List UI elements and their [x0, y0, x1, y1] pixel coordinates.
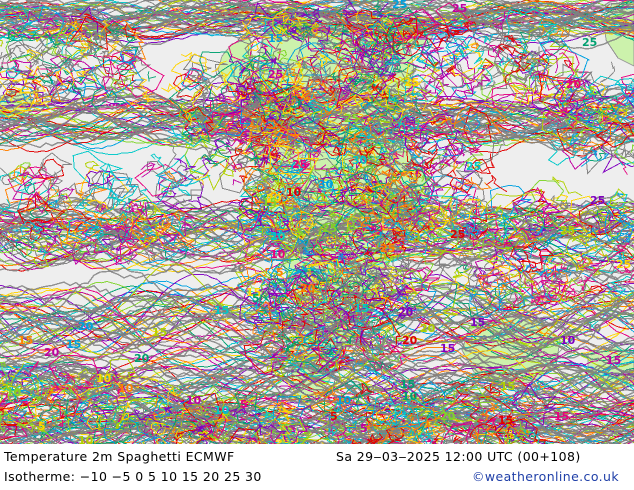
contour-label: 10: [78, 434, 94, 444]
spaghetti-contour-map[interactable]: 2525252525252525252525252525252520202020…: [0, 0, 634, 444]
contour-label: 10: [270, 248, 286, 261]
contour-label: 15: [500, 380, 515, 393]
contour-label: 20: [398, 306, 414, 319]
ensemble-contour-lines: [0, 0, 634, 444]
contour-label: 15: [606, 354, 621, 367]
contour-label: 20: [230, 262, 246, 275]
map-panel[interactable]: 25 25 25 25 25 25 25 25 25 25 25 25 25 25 25 25 20 20 20 20…: [0, 0, 634, 444]
contour-label: 25: [322, 222, 337, 235]
contour-label: 10: [96, 372, 112, 385]
contour-label: 20: [270, 230, 286, 243]
contour-label: 15: [470, 316, 485, 329]
contour-label: 25: [292, 158, 307, 171]
contour-label: 5: [296, 226, 304, 239]
contour-label: 25: [268, 68, 283, 81]
contour-label: 20: [44, 346, 60, 359]
contour-label: 15: [262, 196, 277, 209]
contour-label: 15: [554, 410, 569, 423]
contour-label: 25: [466, 160, 481, 173]
contour-label: 10: [586, 322, 602, 335]
contour-label: 10: [336, 394, 352, 407]
contour-label: 5: [276, 266, 284, 279]
contour-label: 5: [38, 420, 46, 433]
copyright-link[interactable]: ©weatheronline.co.uk: [472, 469, 619, 484]
contour-label: 15: [152, 326, 167, 339]
contour-label: 20: [420, 322, 436, 335]
contour-label: 25: [616, 258, 631, 271]
contour-label: 25: [344, 112, 359, 125]
contour-label: 20: [134, 352, 150, 365]
contour-label: 5: [330, 410, 338, 423]
contour-label: 10: [286, 186, 302, 199]
contour-label: 20: [78, 320, 94, 333]
contour-label: 10: [6, 386, 22, 399]
contour-label: 10: [214, 404, 230, 417]
valid-timestamp: Sa 29‒03‒2025 12:00 UTC (00+108): [336, 449, 581, 464]
contour-label: 25: [380, 242, 395, 255]
contour-label: 20: [402, 334, 418, 347]
contour-label: 20: [566, 78, 582, 91]
contour-label: 25: [518, 218, 533, 231]
contour-label: 20: [440, 410, 456, 423]
contour-label: 25: [590, 194, 605, 207]
contour-label: 30: [352, 154, 368, 167]
contour-label: 15: [18, 334, 33, 347]
contour-label: 5: [360, 422, 368, 435]
contour-label: 10: [118, 382, 134, 395]
contour-label: 15: [326, 418, 341, 431]
isotherm-legend: Isotherme: −10 −5 0 5 10 15 20 25 30: [4, 469, 262, 484]
contour-label: 5: [240, 398, 248, 411]
contour-label: 15: [498, 414, 513, 427]
contour-label: 15: [66, 338, 81, 351]
contour-label: 25: [450, 228, 465, 241]
contour-label: 15: [268, 32, 283, 45]
contour-label: 25: [92, 30, 107, 43]
map-footer: Temperature 2m Spaghetti ECMWF Isotherme…: [0, 444, 634, 490]
contour-label: 20: [300, 282, 316, 295]
contour-label: 15: [214, 304, 229, 317]
contour-label: 20: [266, 192, 282, 205]
contour-label: 25: [392, 0, 407, 11]
contour-label: 25: [452, 2, 467, 15]
contour-label: 15: [400, 378, 415, 391]
contour-label: 10: [186, 394, 202, 407]
contour-label: 5: [264, 184, 272, 197]
contour-label: 15: [440, 342, 455, 355]
contour-label: 25: [582, 36, 597, 49]
contour-value-labels: 2525252525252525252525252525252520202020…: [6, 0, 631, 444]
contour-label: 10: [402, 390, 418, 403]
contour-label: 25: [560, 224, 575, 237]
contour-label: 10: [560, 334, 576, 347]
product-title: Temperature 2m Spaghetti ECMWF: [4, 449, 235, 464]
contour-label: 25: [404, 76, 419, 89]
contour-label: 5: [252, 292, 260, 305]
contour-label: 30: [318, 178, 334, 191]
contour-label: 15: [354, 302, 369, 315]
contour-label: 15: [246, 286, 261, 299]
